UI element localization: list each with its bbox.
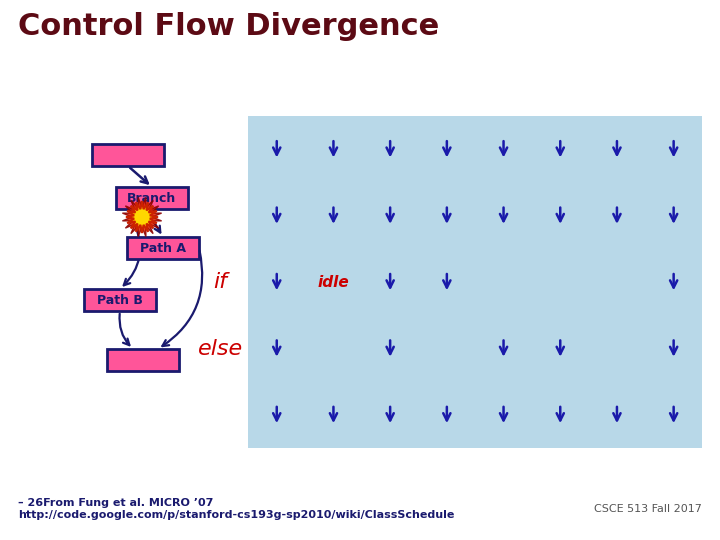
Text: else: else	[198, 339, 243, 359]
FancyBboxPatch shape	[92, 144, 164, 166]
FancyBboxPatch shape	[84, 289, 156, 311]
Text: if: if	[213, 272, 228, 292]
FancyBboxPatch shape	[116, 187, 188, 209]
Text: Branch: Branch	[127, 192, 176, 205]
FancyBboxPatch shape	[248, 183, 702, 249]
FancyBboxPatch shape	[127, 237, 199, 259]
Text: CSCE 513 Fall 2017: CSCE 513 Fall 2017	[594, 504, 702, 514]
Text: Path B: Path B	[97, 294, 143, 307]
Text: Path A: Path A	[140, 241, 186, 254]
FancyBboxPatch shape	[248, 249, 702, 315]
Text: Control Flow Divergence: Control Flow Divergence	[18, 12, 439, 41]
Text: idle: idle	[318, 275, 349, 289]
Text: – 26From Fung et al. MICRO ’07: – 26From Fung et al. MICRO ’07	[18, 498, 213, 508]
Polygon shape	[126, 201, 158, 233]
FancyBboxPatch shape	[248, 116, 702, 183]
FancyBboxPatch shape	[248, 315, 702, 382]
Text: http://code.google.com/p/stanford-cs193g-sp2010/wiki/ClassSchedule: http://code.google.com/p/stanford-cs193g…	[18, 510, 454, 520]
Polygon shape	[122, 198, 161, 237]
FancyBboxPatch shape	[107, 349, 179, 371]
FancyBboxPatch shape	[248, 382, 702, 448]
